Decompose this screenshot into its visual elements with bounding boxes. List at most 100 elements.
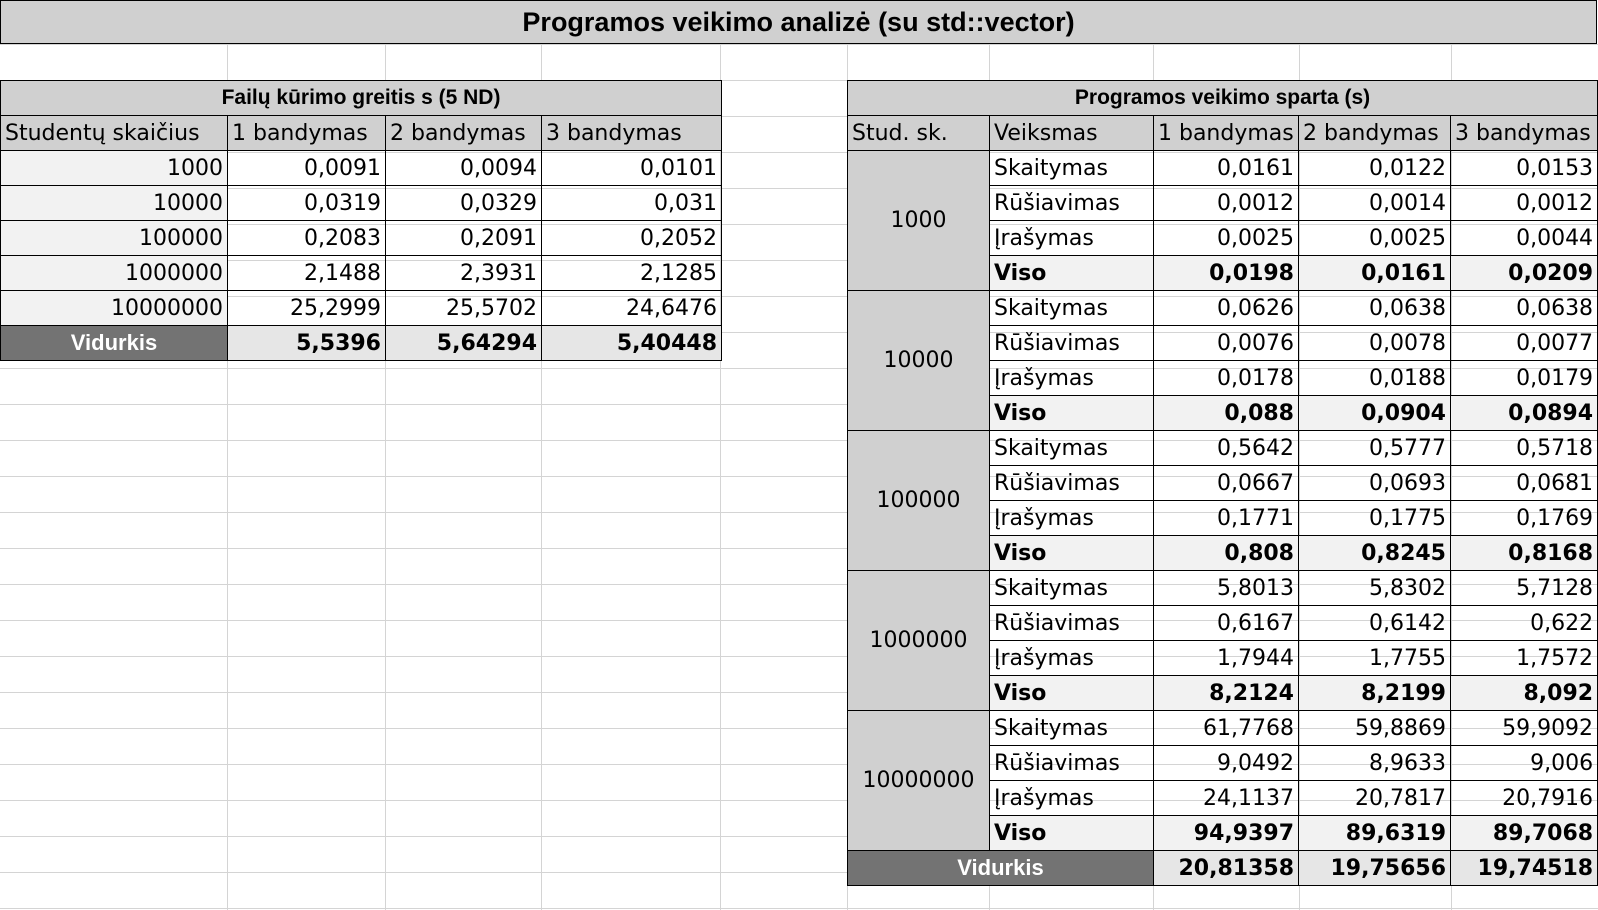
average-cell[interactable]: 19,74518 [1449,850,1598,886]
average-label[interactable]: Vidurkis [0,325,228,361]
value-cell[interactable]: 0,2052 [540,220,723,256]
value-cell[interactable]: 0,0188 [1298,360,1451,396]
value-cell[interactable]: 59,8869 [1298,710,1451,746]
value-cell[interactable]: 94,9397 [1153,815,1299,851]
value-cell[interactable]: 0,5777 [1298,430,1451,466]
student-count-group[interactable]: 10000000 [847,710,990,851]
value-cell[interactable]: 0,0319 [227,185,386,221]
column-header[interactable]: Studentų skaičius [0,115,228,151]
value-cell[interactable]: 0,0025 [1153,220,1299,256]
value-cell[interactable]: 5,8013 [1153,570,1299,606]
student-count-group[interactable]: 1000000 [847,570,990,711]
value-cell[interactable]: 0,0122 [1298,150,1451,186]
student-count-group[interactable]: 1000 [847,150,990,291]
average-cell[interactable]: 5,5396 [227,325,386,361]
value-cell[interactable]: 0,6167 [1153,605,1299,641]
value-cell[interactable]: 0,5718 [1449,430,1598,466]
value-cell[interactable]: 0,0014 [1298,185,1451,221]
action-cell[interactable]: Viso [989,675,1154,711]
action-cell[interactable]: Skaitymas [989,710,1154,746]
value-cell[interactable]: 0,0101 [540,150,723,186]
value-cell[interactable]: 0,0012 [1153,185,1299,221]
value-cell[interactable]: 59,9092 [1449,710,1598,746]
action-cell[interactable]: Įrašymas [989,780,1154,816]
value-cell[interactable]: 0,0025 [1298,220,1451,256]
action-cell[interactable]: Įrašymas [989,500,1154,536]
action-cell[interactable]: Viso [989,395,1154,431]
value-cell[interactable]: 0,0626 [1153,290,1299,326]
value-cell[interactable]: 8,2124 [1153,675,1299,711]
value-cell[interactable]: 0,0078 [1298,325,1451,361]
value-cell[interactable]: 0,0209 [1449,255,1598,291]
value-cell[interactable]: 0,0077 [1449,325,1598,361]
value-cell[interactable]: 0,1771 [1153,500,1299,536]
value-cell[interactable]: 8,2199 [1298,675,1451,711]
value-cell[interactable]: 5,7128 [1449,570,1598,606]
column-header[interactable]: 1 bandymas [227,115,386,151]
value-cell[interactable]: 0,622 [1449,605,1598,641]
action-cell[interactable]: Rūšiavimas [989,745,1154,781]
value-cell[interactable]: 89,6319 [1298,815,1451,851]
average-cell[interactable]: 19,75656 [1298,850,1451,886]
value-cell[interactable]: 0,0638 [1298,290,1451,326]
value-cell[interactable]: 2,1285 [540,255,723,291]
value-cell[interactable]: 0,6142 [1298,605,1451,641]
value-cell[interactable]: 0,0091 [227,150,386,186]
value-cell[interactable]: 0,0153 [1449,150,1598,186]
value-cell[interactable]: 24,6476 [540,290,723,326]
value-cell[interactable]: 9,006 [1449,745,1598,781]
value-cell[interactable]: 0,0681 [1449,465,1598,501]
action-cell[interactable]: Rūšiavimas [989,185,1154,221]
value-cell[interactable]: 0,0076 [1153,325,1299,361]
action-cell[interactable]: Viso [989,535,1154,571]
action-cell[interactable]: Skaitymas [989,290,1154,326]
value-cell[interactable]: 20,7817 [1298,780,1451,816]
value-cell[interactable]: 0,0012 [1449,185,1598,221]
column-header[interactable]: 3 bandymas [540,115,723,151]
student-count-cell[interactable]: 1000000 [0,255,228,291]
average-cell[interactable]: 20,81358 [1153,850,1299,886]
action-cell[interactable]: Viso [989,815,1154,851]
value-cell[interactable]: 0,0044 [1449,220,1598,256]
value-cell[interactable]: 0,1775 [1298,500,1451,536]
student-count-group[interactable]: 10000 [847,290,990,431]
value-cell[interactable]: 0,0693 [1298,465,1451,501]
column-header[interactable]: 1 bandymas [1153,115,1299,151]
column-header[interactable]: 3 bandymas [1449,115,1598,151]
action-cell[interactable]: Skaitymas [989,430,1154,466]
average-label[interactable]: Vidurkis [847,850,1154,886]
action-cell[interactable]: Viso [989,255,1154,291]
column-header[interactable]: Stud. sk. [847,115,990,151]
average-cell[interactable]: 5,64294 [385,325,542,361]
student-count-cell[interactable]: 1000 [0,150,228,186]
action-cell[interactable]: Skaitymas [989,150,1154,186]
value-cell[interactable]: 2,1488 [227,255,386,291]
value-cell[interactable]: 0,1769 [1449,500,1598,536]
action-cell[interactable]: Skaitymas [989,570,1154,606]
value-cell[interactable]: 0,8245 [1298,535,1451,571]
value-cell[interactable]: 1,7755 [1298,640,1451,676]
action-cell[interactable]: Rūšiavimas [989,605,1154,641]
value-cell[interactable]: 0,0161 [1298,255,1451,291]
column-header[interactable]: Veiksmas [989,115,1154,151]
value-cell[interactable]: 0,0638 [1449,290,1598,326]
value-cell[interactable]: 0,031 [540,185,723,221]
value-cell[interactable]: 0,0904 [1298,395,1451,431]
value-cell[interactable]: 1,7944 [1153,640,1299,676]
value-cell[interactable]: 0,0667 [1153,465,1299,501]
value-cell[interactable]: 0,808 [1153,535,1299,571]
value-cell[interactable]: 0,0178 [1153,360,1299,396]
value-cell[interactable]: 20,7916 [1449,780,1598,816]
value-cell[interactable]: 0,2083 [227,220,386,256]
action-cell[interactable]: Rūšiavimas [989,325,1154,361]
value-cell[interactable]: 0,0094 [385,150,542,186]
value-cell[interactable]: 0,0329 [385,185,542,221]
action-cell[interactable]: Įrašymas [989,640,1154,676]
student-count-cell[interactable]: 10000 [0,185,228,221]
value-cell[interactable]: 0,2091 [385,220,542,256]
value-cell[interactable]: 8,092 [1449,675,1598,711]
value-cell[interactable]: 9,0492 [1153,745,1299,781]
value-cell[interactable]: 24,1137 [1153,780,1299,816]
action-cell[interactable]: Rūšiavimas [989,465,1154,501]
column-header[interactable]: 2 bandymas [385,115,542,151]
